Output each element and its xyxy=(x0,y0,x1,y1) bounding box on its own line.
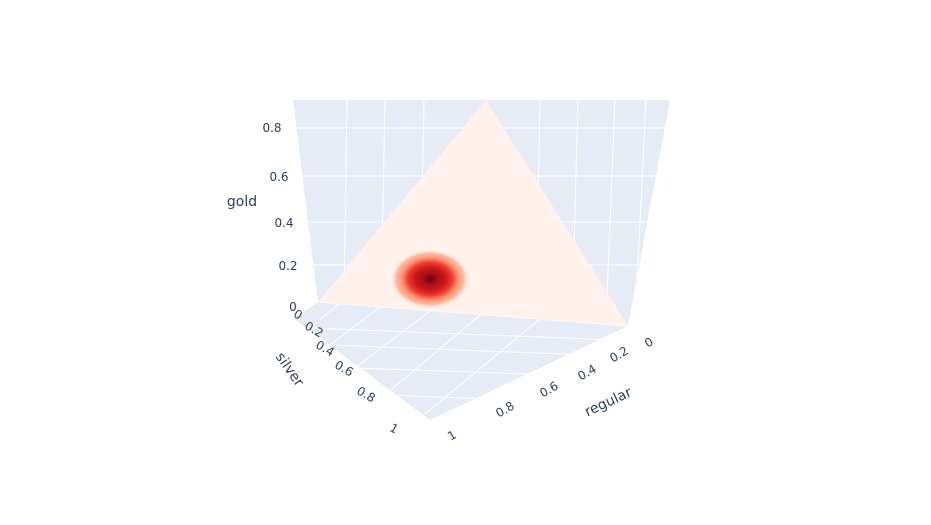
regular-tick-label: 0.2 xyxy=(607,344,631,366)
regular-tick-label: 0 xyxy=(642,335,656,351)
silver-axis-title: silver xyxy=(272,350,307,390)
gold-tick-label: 0.8 xyxy=(262,121,281,135)
regular-axis-title: regular xyxy=(582,384,634,420)
regular-tick-label: 0.8 xyxy=(493,399,517,421)
regular-tick-label: 0.6 xyxy=(537,379,561,401)
surface[interactable] xyxy=(318,100,628,326)
surface-peak xyxy=(390,249,470,309)
gold-tick-label: 0.4 xyxy=(274,216,293,230)
regular-tick-label: 0.4 xyxy=(575,362,599,384)
silver-tick-label: 0.8 xyxy=(354,384,378,406)
gold-tick-label: 0.2 xyxy=(278,259,297,273)
silver-tick-label: 1 xyxy=(387,421,401,437)
regular-tick-label: 1 xyxy=(445,428,459,444)
gold-axis-title: gold xyxy=(227,194,257,210)
gold-tick-label: 0.6 xyxy=(269,170,288,184)
floor-plane xyxy=(293,302,628,420)
gold-tick-label: 0 xyxy=(289,300,297,314)
